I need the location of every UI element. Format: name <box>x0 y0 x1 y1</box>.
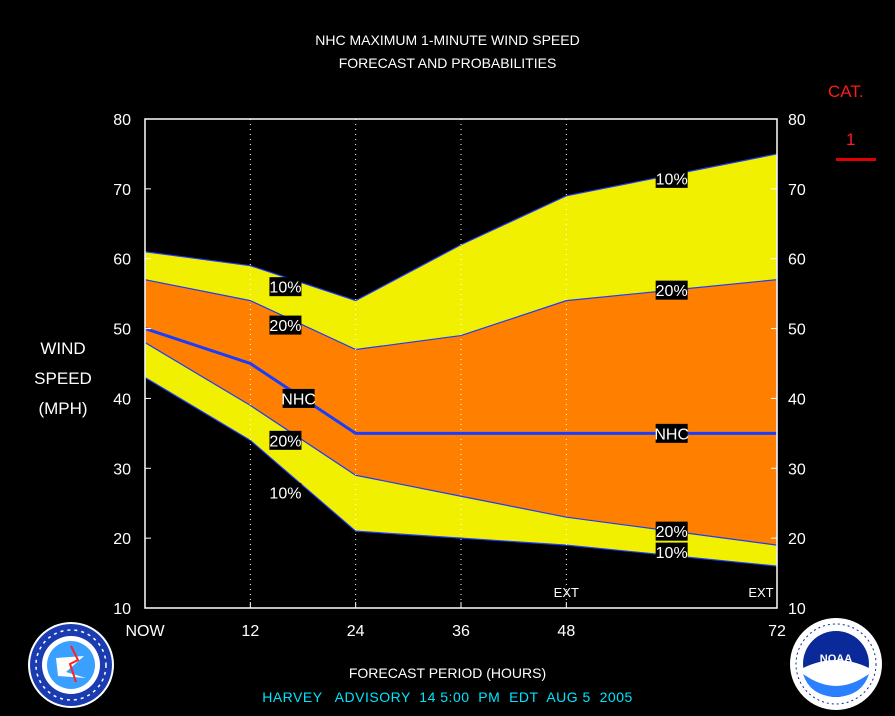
annotation-label-4: 10% <box>269 486 301 503</box>
y-tick-label-right-10: 10 <box>788 601 806 618</box>
y-tick-label-left-50: 50 <box>113 322 131 339</box>
chart-title-line2: FORECAST AND PROBABILITIES <box>338 55 557 71</box>
y-tick-label-right-20: 20 <box>788 531 806 548</box>
annotation-5: 10% <box>655 168 688 188</box>
band-annotations: 10% 20% NHC 20% 10% 10% 20% NHC 20% 10% <box>269 168 689 562</box>
y-axis-title-line2: SPEED <box>34 369 92 388</box>
y-tick-label-left-70: 70 <box>113 182 131 199</box>
annotation-2: NHC <box>281 388 316 408</box>
annotation-box-5 <box>655 168 688 188</box>
noaa-logo-icon: NOAA <box>790 618 882 710</box>
annotation-label-3: 20% <box>269 433 301 450</box>
category-label: CAT. <box>828 82 864 101</box>
x-axis-title: FORECAST PERIOD (HOURS) <box>348 665 547 681</box>
y-axis-title-line3: (MPH) <box>38 399 88 418</box>
annotation-box-7 <box>655 423 688 443</box>
y-tick-label-left-80: 80 <box>113 112 131 129</box>
annotation-label-9: 10% <box>656 545 688 562</box>
y-tick-label-left-40: 40 <box>113 391 131 408</box>
annotation-box-6 <box>655 280 688 300</box>
annotation-label-0: 10% <box>269 280 301 297</box>
y-tick-label-left-10: 10 <box>113 601 131 618</box>
y-tick-label-right-30: 30 <box>788 461 806 478</box>
x-tick-label-0: NOW <box>125 623 165 640</box>
annotation-box-9 <box>655 542 688 562</box>
svg-text:NOAA: NOAA <box>820 653 852 665</box>
category-value: 1 <box>846 130 856 149</box>
ext-label-1: EXT <box>748 585 773 600</box>
y-tick-label-left-30: 30 <box>113 461 131 478</box>
annotation-box-2 <box>282 388 315 408</box>
annotation-box-3 <box>269 430 302 450</box>
annotation-label-5: 10% <box>656 171 688 188</box>
y-tick-label-left-60: 60 <box>113 252 131 269</box>
annotation-label-6: 20% <box>656 283 688 300</box>
x-tick-label-24: 24 <box>347 623 365 640</box>
annotation-0: 10% <box>269 277 301 297</box>
ext-label-0: EXT <box>554 585 579 600</box>
x-tick-label-12: 12 <box>241 623 259 640</box>
y-tick-label-right-40: 40 <box>788 391 806 408</box>
axis-ticks: 10 10 20 20 30 30 40 40 50 50 60 60 70 70 80 80 NOW 12 24 3… <box>113 112 806 640</box>
annotation-label-7: NHC <box>654 426 689 443</box>
y-tick-label-right-60: 60 <box>788 252 806 269</box>
y-tick-label-right-50: 50 <box>788 322 806 339</box>
annotation-6: 20% <box>655 280 688 300</box>
y-tick-label-left-20: 20 <box>113 531 131 548</box>
y-tick-label-right-70: 70 <box>788 182 806 199</box>
annotation-box-1 <box>269 315 302 335</box>
annotation-9: 10% <box>655 542 688 562</box>
annotation-box-0 <box>269 277 302 297</box>
annotation-box-4 <box>269 483 302 503</box>
y-tick-label-right-80: 80 <box>788 112 806 129</box>
annotation-1: 20% <box>269 315 302 335</box>
annotation-label-1: 20% <box>269 318 301 335</box>
annotation-4: 10% <box>269 483 301 503</box>
category-marker <box>836 158 876 161</box>
x-tick-label-48: 48 <box>557 623 575 640</box>
annotation-8: 20% <box>655 521 688 541</box>
annotation-label-8: 20% <box>656 524 688 541</box>
annotation-label-2: NHC <box>281 391 316 408</box>
annotation-7: NHC <box>654 423 689 443</box>
chart-title-line1: NHC MAXIMUM 1-MINUTE WIND SPEED <box>315 32 580 48</box>
nws-logo-icon <box>28 622 114 708</box>
x-tick-label-72: 72 <box>768 623 786 640</box>
x-tick-label-36: 36 <box>452 623 470 640</box>
y-axis-title-line1: WIND <box>40 339 86 358</box>
advisory-footer: HARVEY ADVISORY 14 5:00 PM EDT AUG 5 200… <box>262 689 633 705</box>
annotation-3: 20% <box>269 430 302 450</box>
annotation-box-8 <box>655 521 688 541</box>
